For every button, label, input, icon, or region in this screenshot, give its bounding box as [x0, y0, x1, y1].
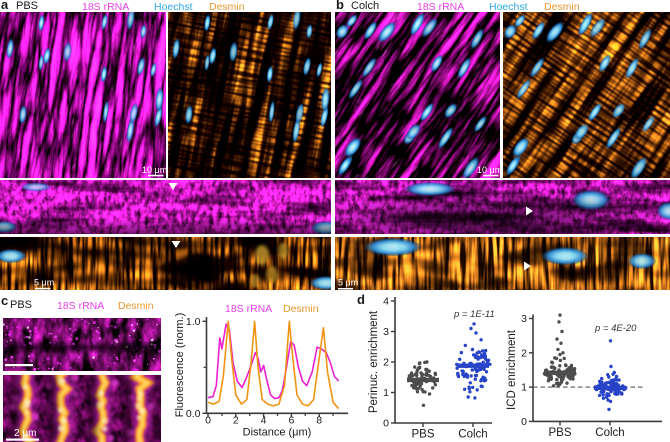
svg-text:3: 3	[383, 326, 389, 338]
svg-text:1: 1	[383, 387, 389, 399]
svg-text:2: 2	[383, 357, 389, 369]
svg-text:2: 2	[521, 347, 527, 359]
svg-text:2 μm: 2 μm	[14, 428, 36, 439]
svg-text:6: 6	[288, 415, 294, 427]
svg-text:8: 8	[316, 415, 322, 427]
svg-text:p = 4E-20: p = 4E-20	[594, 323, 637, 334]
svg-text:2: 2	[233, 415, 239, 427]
svg-text:0: 0	[205, 415, 211, 427]
svg-text:1: 1	[521, 382, 527, 394]
svg-text:18S rRNA: 18S rRNA	[225, 303, 272, 315]
svg-text:p = 1E-11: p = 1E-11	[453, 309, 495, 320]
svg-text:Colch: Colch	[595, 427, 624, 439]
svg-text:4: 4	[383, 297, 389, 308]
svg-text:Colch: Colch	[458, 429, 487, 441]
svg-text:Perinuc. enrichment: Perinuc. enrichment	[368, 310, 380, 413]
svg-text:Distance (μm): Distance (μm)	[243, 427, 312, 439]
svg-text:4: 4	[261, 415, 267, 427]
svg-text:0.0: 0.0	[186, 408, 201, 420]
svg-text:3: 3	[521, 313, 527, 325]
svg-text:5 μm: 5 μm	[34, 278, 54, 288]
svg-text:ICD enrichment: ICD enrichment	[506, 329, 518, 410]
svg-text:10 μm: 10 μm	[477, 165, 500, 175]
svg-text:10 μm: 10 μm	[142, 165, 166, 175]
svg-text:0: 0	[521, 416, 527, 428]
svg-text:0: 0	[383, 418, 389, 430]
svg-text:1.0: 1.0	[186, 316, 201, 328]
svg-text:PBS: PBS	[548, 427, 571, 439]
svg-text:Desmin: Desmin	[283, 303, 319, 315]
svg-text:PBS: PBS	[411, 429, 434, 441]
svg-text:Fluorescence (norm.): Fluorescence (norm.)	[174, 313, 186, 418]
svg-text:5 μm: 5 μm	[338, 278, 358, 288]
